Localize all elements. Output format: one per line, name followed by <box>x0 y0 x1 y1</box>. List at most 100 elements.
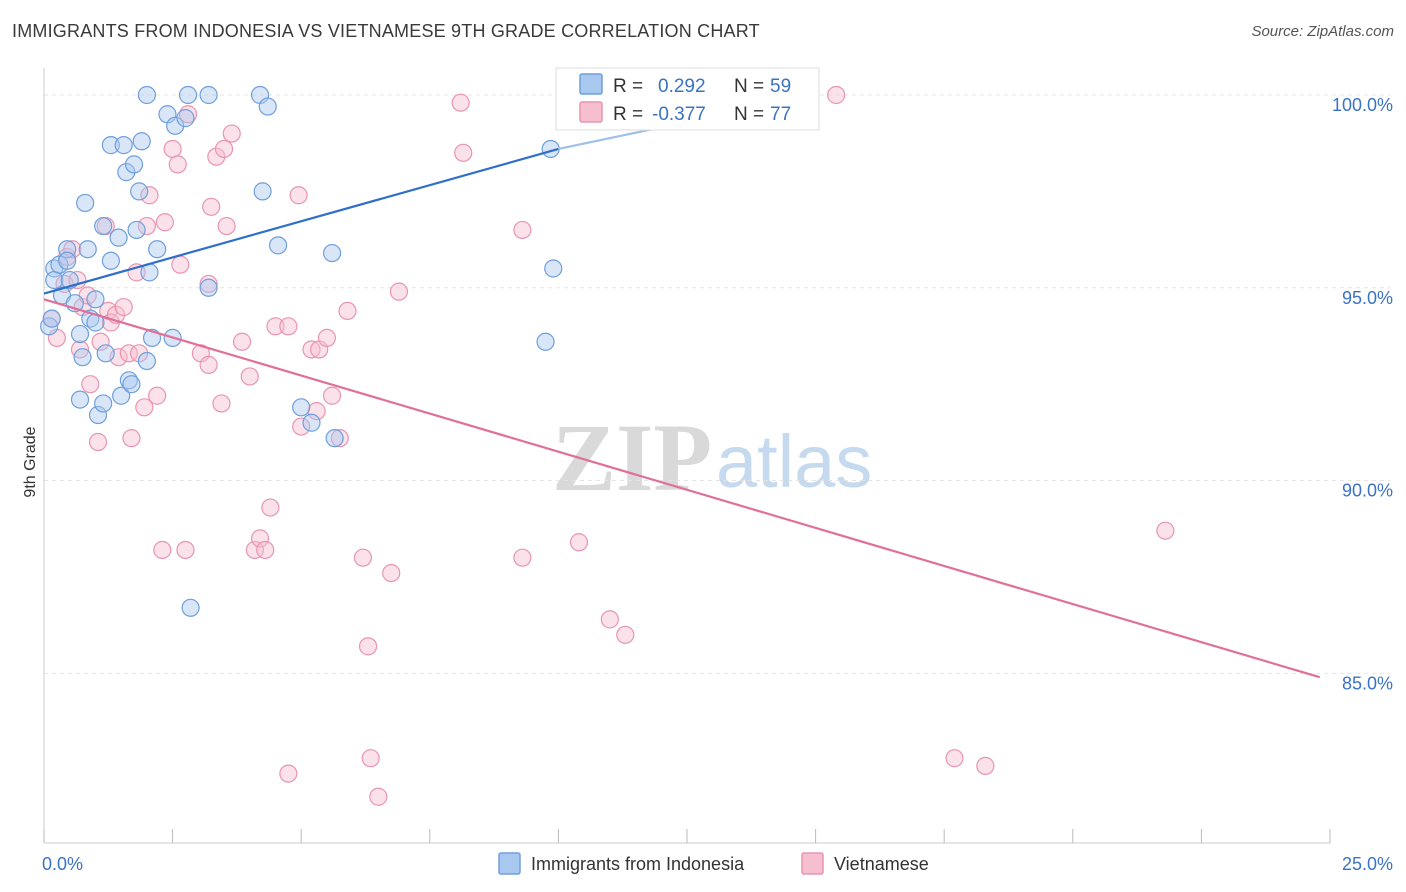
indonesia-point <box>176 109 195 128</box>
stats-n-value-pink: 77 <box>770 104 791 125</box>
indonesia-point <box>94 394 113 413</box>
vietnamese-point <box>232 332 252 351</box>
vietnamese-point <box>292 417 311 436</box>
indonesia-point <box>124 155 144 174</box>
vietnamese-point <box>616 625 635 644</box>
vietnamese-point <box>114 297 133 317</box>
vietnamese-point <box>119 344 138 363</box>
vietnamese-point <box>976 756 995 775</box>
legend-swatch-vietnamese <box>801 852 824 875</box>
vietnamese-point <box>130 344 149 363</box>
vietnamese-point <box>322 386 342 405</box>
vietnamese-point <box>207 147 226 166</box>
vietnamese-point <box>382 563 401 583</box>
indonesia-point <box>181 598 200 617</box>
x-tick-labels: 0.0% 25.0% <box>42 854 1393 874</box>
stats-swatch-blue <box>579 73 603 95</box>
watermark: ZIP atlas <box>552 404 872 511</box>
indonesia-point <box>101 251 120 270</box>
vietnamese-point <box>289 186 308 205</box>
vietnamese-point <box>369 787 388 806</box>
indonesia-point <box>536 332 555 351</box>
vietnamese-point <box>353 548 373 567</box>
source-credit: Source: ZipAtlas.com <box>1251 23 1394 40</box>
vietnamese-point <box>569 533 589 552</box>
vietnamese-point <box>163 139 182 159</box>
vietnamese-point <box>91 332 110 351</box>
indonesia-point <box>253 182 272 201</box>
vietnamese-point <box>171 255 190 274</box>
indonesia-point <box>292 398 311 417</box>
stats-r-value-blue: 0.292 <box>658 76 706 97</box>
vietnamese-point <box>217 216 236 236</box>
legend-swatch-indonesia <box>498 852 521 875</box>
watermark-atlas: atlas <box>716 420 872 503</box>
indonesia-point <box>258 97 277 116</box>
vietnamese-point <box>1156 521 1175 540</box>
vietnamese-point <box>214 139 234 159</box>
indonesia-point <box>88 405 108 425</box>
stats-r-label-pink: R = <box>613 104 643 125</box>
indonesia-point <box>178 85 198 105</box>
legend: Immigrants from Indonesia Vietnamese <box>498 852 929 875</box>
stats-r-label-blue: R = <box>613 76 643 97</box>
trend-lines <box>43 93 1321 679</box>
vietnamese-point <box>513 548 532 567</box>
y-tick-label: 100.0% <box>1332 95 1393 115</box>
vietnamese-point <box>454 143 473 162</box>
indonesia-point <box>148 240 167 259</box>
vietnamese-trend-line <box>43 298 1321 679</box>
stats-swatch-pink <box>579 101 603 123</box>
vietnamese-point <box>140 186 159 205</box>
vietnamese-point <box>122 429 141 448</box>
vietnamese-point <box>279 317 298 336</box>
indonesia-point <box>101 136 120 155</box>
indonesia-trend-line <box>43 147 559 295</box>
vietnamese-point <box>212 394 231 413</box>
indonesia-point <box>86 290 105 309</box>
indonesia-point <box>199 85 218 105</box>
indonesia-point <box>73 348 92 367</box>
indonesia-point <box>114 136 133 155</box>
indonesia-point <box>58 251 77 270</box>
indonesia-point <box>112 386 131 405</box>
indonesia-point <box>96 344 115 363</box>
indonesia-point <box>117 163 136 182</box>
vietnamese-point <box>256 540 275 560</box>
vietnamese-point <box>240 367 259 386</box>
indonesia-point <box>78 240 97 259</box>
vietnamese-point <box>176 540 195 560</box>
vietnamese-point <box>389 282 409 301</box>
indonesia-point <box>127 220 146 240</box>
vietnamese-point <box>202 197 221 216</box>
vietnamese-point <box>945 749 964 768</box>
vietnamese-point <box>513 220 532 240</box>
x-tick-label: 25.0% <box>1342 854 1393 874</box>
y-tick-label: 90.0% <box>1342 481 1393 501</box>
vietnamese-point <box>600 610 619 629</box>
y-tick-label: 85.0% <box>1342 673 1393 693</box>
vietnamese-point <box>827 85 846 105</box>
indonesia-point <box>42 309 61 328</box>
indonesia-point <box>322 243 342 263</box>
legend-label-vietnamese: Vietnamese <box>834 854 929 874</box>
stats-n-label-blue: N = <box>734 76 764 97</box>
vietnamese-point <box>137 216 156 236</box>
indonesia-points <box>40 85 581 617</box>
indonesia-point <box>137 85 156 105</box>
vietnamese-point <box>317 328 337 348</box>
vietnamese-point <box>199 274 218 294</box>
vietnamese-point <box>168 155 187 174</box>
vietnamese-point <box>279 764 298 783</box>
indonesia-point <box>268 236 288 255</box>
indonesia-point <box>325 429 344 448</box>
indonesia-point <box>130 182 149 201</box>
stats-box: R = 0.292 N = 59 R = -0.377 N = 77 <box>555 67 820 131</box>
vietnamese-point <box>148 386 167 405</box>
indonesia-point <box>302 413 321 432</box>
vietnamese-point <box>302 340 321 359</box>
indonesia-point <box>109 228 128 247</box>
axes <box>43 68 1331 844</box>
vietnamese-point <box>155 213 174 232</box>
indonesia-point <box>137 351 156 371</box>
